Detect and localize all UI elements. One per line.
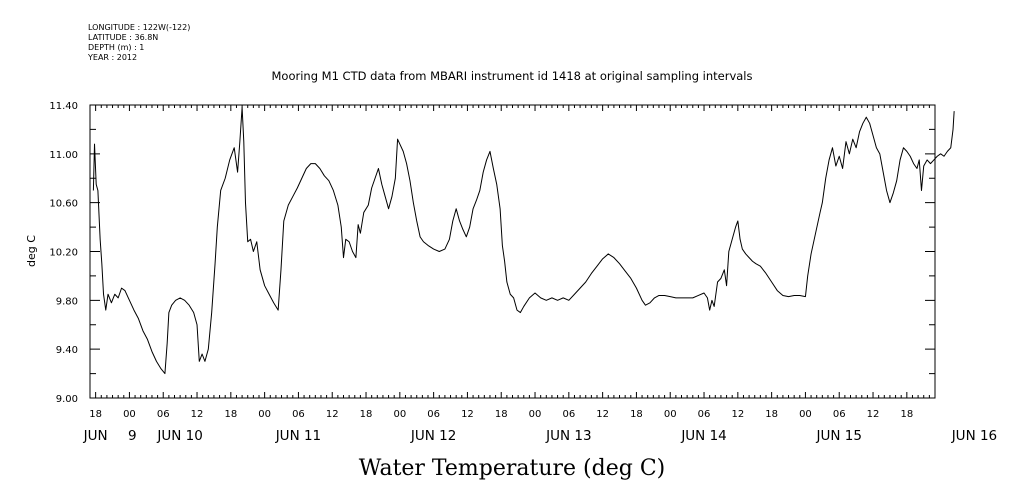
tick-marks	[89, 104, 936, 399]
day-label: JUN 11	[275, 428, 321, 444]
x-axis-label: Water Temperature (deg C)	[359, 456, 666, 481]
axis-ticks	[89, 104, 936, 399]
x-tick-label: 06	[562, 409, 575, 420]
x-tick-label: 06	[157, 409, 170, 420]
day-label: JUN 16	[951, 428, 997, 444]
header-depth: DEPTH (m) : 1	[88, 43, 144, 52]
series-group	[92, 106, 955, 375]
plot-frame	[89, 104, 936, 399]
x-tick-label: 18	[89, 409, 102, 420]
day-labels: JUN 9 JUN 10 JUN 11 JUN 12 JUN 13 JUN 14 JUN 15…	[83, 428, 998, 444]
x-tick-label: 06	[292, 409, 305, 420]
x-tick-label: 00	[799, 409, 812, 420]
x-tick-label: 18	[765, 409, 778, 420]
x-tick-label: 18	[224, 409, 237, 420]
day-label: JUN 12	[410, 428, 456, 444]
day-label: JUN	[83, 428, 108, 444]
day-label: JUN 10	[156, 428, 202, 444]
x-tick-labels: 18 00 06 12 18 00 06 12 18 00 06 12 18 00 06 12 18 00 06 12…	[89, 409, 913, 420]
x-tick-label: 12	[731, 409, 744, 420]
x-tick-label: 00	[529, 409, 542, 420]
y-tick-label: 10.60	[49, 199, 78, 210]
y-tick-label: 11.40	[49, 101, 78, 112]
x-tick-label: 12	[191, 409, 204, 420]
day-label: JUN 14	[680, 428, 726, 444]
x-tick-label: 06	[698, 409, 711, 420]
y-tick-label: 10.20	[49, 248, 78, 259]
day-label: JUN 13	[545, 428, 591, 444]
x-tick-label: 18	[360, 409, 373, 420]
y-tick-label: 9.80	[56, 296, 78, 307]
x-tick-label: 18	[495, 409, 508, 420]
x-tick-label: 12	[326, 409, 339, 420]
y-tick-label: 11.00	[49, 150, 78, 161]
y-tick-label: 9.00	[56, 394, 78, 405]
chart-title: Mooring M1 CTD data from MBARI instrumen…	[272, 69, 753, 83]
y-tick-label: 9.40	[56, 345, 78, 356]
x-tick-label: 06	[833, 409, 846, 420]
x-tick-label: 00	[393, 409, 406, 420]
header-longitude: LONGITUDE : 122W(-122)	[88, 23, 190, 32]
x-tick-label: 00	[664, 409, 677, 420]
y-axis-label: deg C	[25, 235, 38, 267]
header-latitude: LATITUDE : 36.8N	[88, 33, 158, 42]
day-label: 9	[128, 428, 137, 444]
series-line	[92, 106, 955, 375]
header-year: YEAR : 2012	[87, 53, 137, 62]
x-tick-label: 18	[630, 409, 643, 420]
y-tick-labels: 9.00 9.40 9.80 10.20 10.60 11.00 11.40	[49, 101, 78, 405]
x-tick-label: 12	[596, 409, 609, 420]
x-tick-label: 12	[867, 409, 880, 420]
x-tick-label: 00	[258, 409, 271, 420]
x-tick-label: 12	[461, 409, 474, 420]
x-tick-label: 00	[123, 409, 136, 420]
x-tick-label: 06	[427, 409, 440, 420]
day-label: JUN 15	[816, 428, 862, 444]
x-tick-label: 18	[900, 409, 913, 420]
